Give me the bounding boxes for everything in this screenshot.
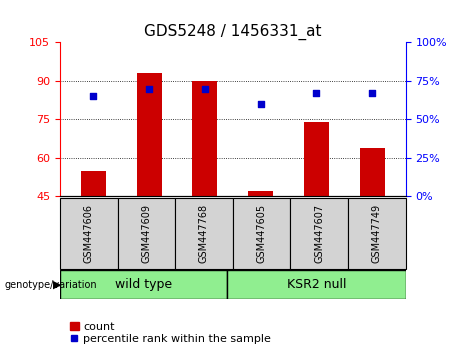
Text: ▶: ▶: [53, 280, 61, 290]
Point: [90, 93, 97, 99]
Bar: [360, 148, 385, 196]
Text: GSM447609: GSM447609: [142, 204, 151, 263]
Bar: [60, 270, 227, 299]
Bar: [290, 198, 348, 269]
Point: [313, 91, 320, 96]
Text: GSM447605: GSM447605: [257, 204, 266, 263]
Bar: [248, 191, 273, 196]
Bar: [81, 171, 106, 196]
Point: [201, 86, 209, 92]
Text: GSM447606: GSM447606: [84, 204, 94, 263]
Text: genotype/variation: genotype/variation: [5, 280, 97, 290]
Bar: [192, 81, 218, 196]
Text: KSR2 null: KSR2 null: [287, 278, 346, 291]
Legend: count, percentile rank within the sample: count, percentile rank within the sample: [65, 317, 276, 348]
Bar: [348, 198, 406, 269]
Text: wild type: wild type: [115, 278, 172, 291]
Bar: [60, 198, 118, 269]
Title: GDS5248 / 1456331_at: GDS5248 / 1456331_at: [144, 23, 322, 40]
Text: GSM447749: GSM447749: [372, 204, 382, 263]
Bar: [118, 198, 175, 269]
Bar: [136, 73, 162, 196]
Point: [257, 101, 264, 107]
Bar: [227, 270, 406, 299]
Bar: [304, 122, 329, 196]
Point: [368, 91, 376, 96]
Text: GSM447768: GSM447768: [199, 204, 209, 263]
Point: [146, 86, 153, 92]
Bar: [175, 198, 233, 269]
Text: GSM447607: GSM447607: [314, 204, 324, 263]
Bar: [233, 198, 290, 269]
